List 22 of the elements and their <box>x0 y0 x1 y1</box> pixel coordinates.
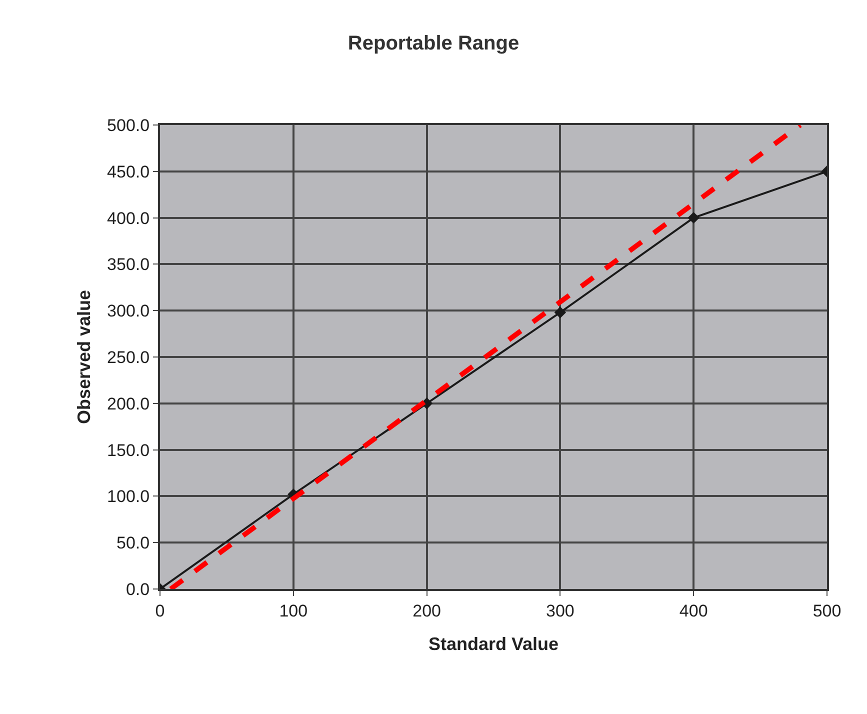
x-tick-label: 300 <box>546 601 574 620</box>
point <box>554 306 566 318</box>
y-tick-label: 400.0 <box>107 208 150 228</box>
x-tick-label: 100 <box>279 601 308 620</box>
y-tick-label: 200.0 <box>107 394 150 414</box>
x-tick-label: 200 <box>412 601 441 620</box>
y-tick-label: 100.0 <box>107 487 150 506</box>
x-axis-title: Standard Value <box>428 634 559 654</box>
y-tick-label: 250.0 <box>107 348 150 367</box>
x-tick-label: 0 <box>155 601 165 620</box>
x-tick-label: 500 <box>812 601 842 620</box>
y-axis-title: Observed value <box>74 290 94 424</box>
y-tick-label: 450.0 <box>107 162 150 182</box>
point <box>688 212 700 224</box>
y-tick-label: 50.0 <box>116 534 150 553</box>
y-tick-label: 150.0 <box>107 440 150 460</box>
chart-title: Reportable Range <box>348 32 520 55</box>
y-tick-label: 350.0 <box>107 255 150 274</box>
y-tick-label: 300.0 <box>107 302 150 321</box>
y-tick-label: 0.0 <box>126 580 150 599</box>
x-tick-label: 400 <box>679 601 708 620</box>
y-tick-label: 500.0 <box>107 116 150 135</box>
